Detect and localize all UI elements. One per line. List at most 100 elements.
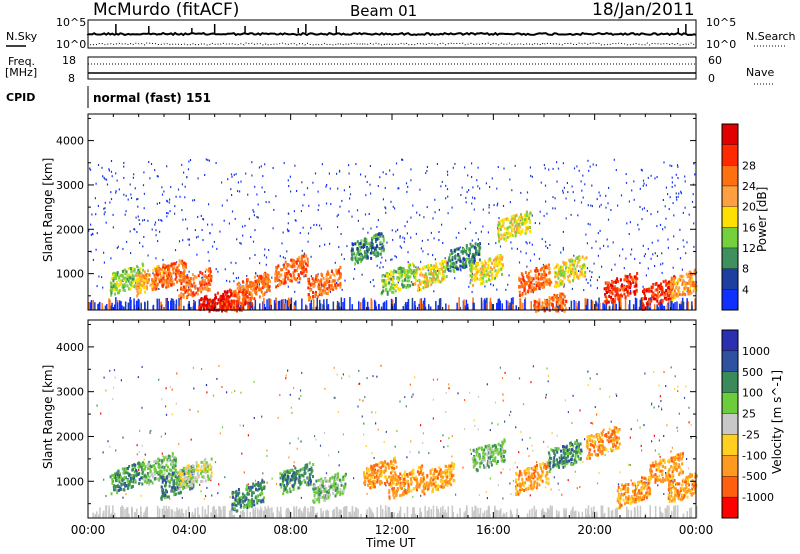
scatter-cell (546, 367, 548, 370)
echo-cell (491, 275, 494, 278)
echo-cell (304, 274, 307, 278)
scatter-cell (116, 247, 118, 249)
echo-cell (165, 281, 168, 284)
scatter-cell (509, 178, 511, 181)
scatter-cell (399, 400, 401, 403)
scatter-cell (650, 474, 653, 476)
echo-cell (573, 259, 576, 263)
scatter-cell (106, 183, 109, 186)
echo-cell (519, 217, 522, 221)
ground-scatter-cell (185, 509, 187, 518)
echo-cell (260, 288, 262, 292)
scatter-cell (92, 258, 94, 261)
scatter-cell (432, 398, 434, 401)
echo-cell (485, 269, 488, 273)
echo-cell (487, 270, 490, 274)
echo-cell (274, 276, 277, 280)
echo-cell (665, 298, 668, 301)
echo-cell (173, 262, 175, 266)
echo-cell (622, 287, 625, 291)
scatter-cell (419, 188, 421, 191)
echo-cell (651, 286, 654, 290)
ground-scatter-cell (117, 302, 119, 310)
scatter-cell (184, 196, 186, 199)
echo-cell (183, 261, 185, 265)
echo-cell (470, 278, 473, 282)
ground-scatter-cell (242, 509, 245, 518)
echo-cell (198, 288, 201, 292)
ground-scatter-cell (178, 511, 180, 518)
scatter-cell (418, 451, 420, 454)
scatter-cell (324, 243, 326, 246)
echo-cell (256, 279, 259, 283)
echo-cell (409, 275, 412, 279)
echo-cell (444, 269, 447, 273)
ground-scatter-cell (160, 305, 163, 310)
ground-scatter-cell (242, 514, 244, 518)
scatter-cell (317, 273, 319, 276)
scatter-cell (685, 385, 687, 388)
scatter-cell (205, 495, 207, 498)
scatter-cell (257, 203, 259, 206)
scatter-cell (101, 276, 103, 279)
scatter-cell (299, 232, 301, 234)
scatter-cell (526, 447, 529, 450)
echo-cell (284, 260, 287, 264)
echo-cell (535, 280, 538, 284)
ground-scatter-cell (168, 511, 170, 518)
scatter-cell (615, 393, 617, 396)
ground-scatter-cell (591, 300, 594, 310)
echo-cell (576, 264, 579, 268)
scatter-cell (548, 168, 550, 171)
scatter-cell (105, 389, 107, 392)
scatter-cell (688, 213, 690, 216)
scatter-cell (421, 239, 423, 242)
echo-cell (397, 278, 400, 282)
scatter-cell (576, 165, 578, 168)
ground-scatter-cell (390, 512, 392, 518)
scatter-cell (155, 257, 157, 260)
scatter-cell (684, 206, 686, 209)
echo-cell (222, 293, 225, 296)
echo-cell (352, 250, 355, 254)
scatter-cell (442, 242, 444, 244)
echo-cell (467, 254, 470, 257)
scatter-cell (477, 428, 479, 431)
echo-cell (354, 242, 357, 246)
scatter-cell (446, 188, 449, 191)
echo-cell (683, 286, 686, 290)
scatter-cell (216, 247, 218, 250)
ground-scatter-cell (571, 514, 574, 518)
scatter-cell (629, 464, 631, 466)
ground-scatter-cell (180, 509, 183, 518)
scatter-cell (491, 422, 493, 425)
scatter-cell (422, 441, 424, 444)
scatter-cell (465, 196, 467, 199)
echo-cell (569, 268, 572, 272)
ground-scatter-cell (178, 297, 180, 310)
echo-cell (254, 279, 257, 283)
ground-scatter-cell (260, 506, 262, 518)
echo-cell (479, 267, 482, 271)
echo-cell (191, 284, 194, 288)
scatter-cell (162, 464, 165, 467)
echo-cell (643, 297, 646, 301)
echo-cell (209, 305, 212, 309)
scatter-cell (557, 167, 560, 170)
echo-cell (255, 287, 258, 291)
scatter-cell (392, 173, 394, 176)
scatter-cell (143, 192, 145, 195)
echo-cell (335, 268, 338, 272)
echo-cell (671, 298, 674, 302)
echo-cell (626, 275, 629, 279)
echo-cell (442, 270, 444, 274)
ground-scatter-cell (591, 511, 594, 518)
echo-cell (238, 298, 241, 301)
scatter-cell (389, 169, 391, 172)
scatter-cell (293, 465, 295, 467)
echo-cell (476, 277, 479, 281)
echo-cell (287, 263, 290, 267)
echo-cell (470, 260, 473, 264)
echo-cell (151, 279, 154, 283)
echo-cell (208, 267, 211, 271)
